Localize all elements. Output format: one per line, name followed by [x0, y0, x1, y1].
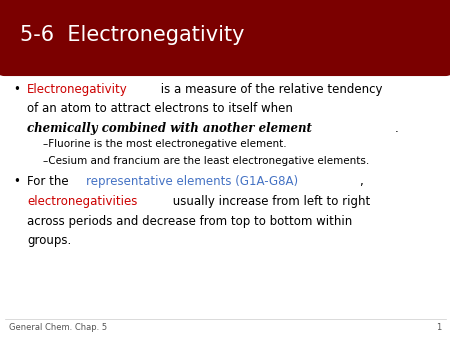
Text: chemically combined with another element: chemically combined with another element — [27, 122, 312, 135]
Text: electronegativities: electronegativities — [27, 195, 137, 208]
Text: •: • — [14, 175, 20, 188]
Text: .: . — [395, 122, 398, 135]
Text: 5-6  Electronegativity: 5-6 Electronegativity — [20, 25, 245, 46]
Text: General Chem. Chap. 5: General Chem. Chap. 5 — [9, 323, 107, 332]
Text: 1: 1 — [436, 323, 441, 332]
Text: of an atom to attract electrons to itself when: of an atom to attract electrons to itsel… — [27, 102, 293, 115]
Text: is a measure of the relative tendency: is a measure of the relative tendency — [157, 83, 382, 96]
Text: representative elements (G1A-G8A): representative elements (G1A-G8A) — [86, 175, 297, 188]
Text: –Cesium and francium are the least electronegative elements.: –Cesium and francium are the least elect… — [43, 156, 369, 166]
Text: •: • — [14, 83, 20, 96]
FancyBboxPatch shape — [0, 0, 450, 76]
Text: Electronegativity: Electronegativity — [27, 83, 128, 96]
Text: –Fluorine is the most electronegative element.: –Fluorine is the most electronegative el… — [43, 139, 286, 149]
Text: across periods and decrease from top to bottom within: across periods and decrease from top to … — [27, 215, 352, 227]
Text: ,: , — [359, 175, 363, 188]
Text: For the: For the — [27, 175, 72, 188]
Text: usually increase from left to right: usually increase from left to right — [169, 195, 371, 208]
Text: groups.: groups. — [27, 234, 71, 247]
